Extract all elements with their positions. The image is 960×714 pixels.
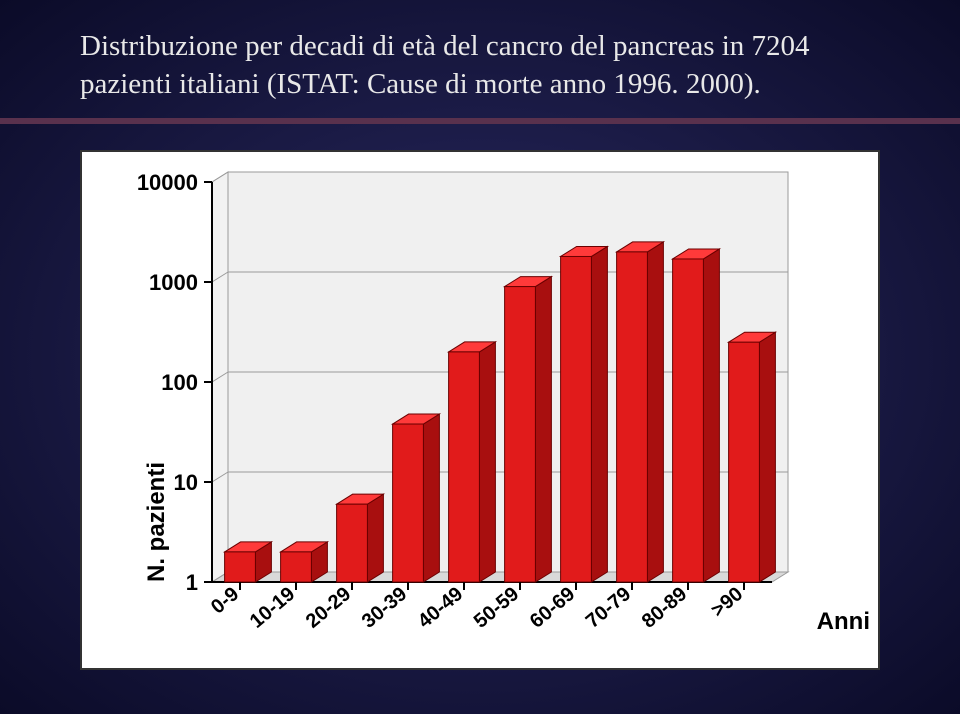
chart-container: N. pazienti Anni 1101001000100000-910-19…	[80, 150, 880, 670]
divider	[0, 118, 960, 124]
svg-text:100: 100	[161, 370, 198, 395]
slide: Distribuzione per decadi di età del canc…	[0, 0, 960, 714]
bar-chart: 1101001000100000-910-1920-2930-3940-4950…	[82, 152, 878, 668]
slide-title: Distribuzione per decadi di età del canc…	[80, 28, 880, 103]
svg-text:1: 1	[186, 570, 198, 595]
svg-text:10: 10	[174, 470, 198, 495]
svg-text:1000: 1000	[149, 270, 198, 295]
x-axis-label: Anni	[817, 608, 870, 636]
svg-text:10000: 10000	[137, 170, 198, 195]
y-axis-label: N. pazienti	[143, 462, 171, 582]
